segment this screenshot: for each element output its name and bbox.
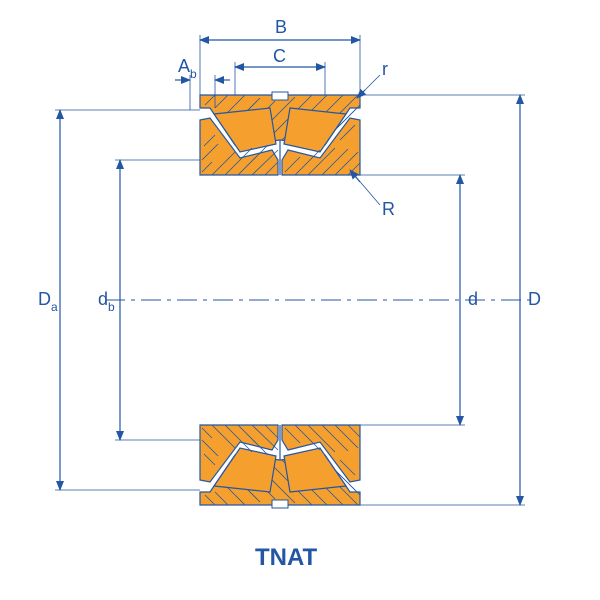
bearing-bottom [200, 425, 360, 508]
svg-text:db: db [98, 289, 115, 314]
svg-text:r: r [382, 59, 388, 79]
dim-r: r [357, 59, 388, 98]
svg-text:Da: Da [38, 289, 58, 314]
svg-text:Ab: Ab [178, 56, 197, 81]
diagram-title: TNAT [255, 544, 318, 571]
dim-R: R [350, 170, 395, 219]
dim-C: C [235, 46, 325, 95]
svg-text:B: B [275, 17, 287, 37]
svg-text:C: C [273, 46, 286, 66]
svg-text:D: D [528, 289, 541, 309]
svg-text:d: d [468, 289, 478, 309]
svg-text:R: R [382, 199, 395, 219]
bearing-top [200, 92, 360, 175]
